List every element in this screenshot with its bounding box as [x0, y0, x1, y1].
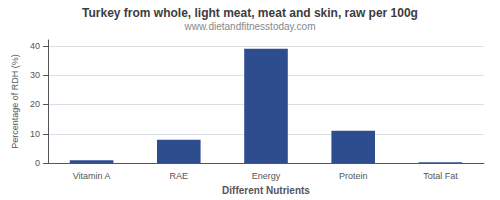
svg-text:20: 20 — [30, 99, 40, 109]
svg-text:Energy: Energy — [252, 171, 281, 181]
svg-text:www.dietandfitnesstoday.com: www.dietandfitnesstoday.com — [184, 21, 316, 32]
svg-text:10: 10 — [30, 129, 40, 139]
svg-text:Turkey from whole, light meat,: Turkey from whole, light meat, meat and … — [82, 6, 418, 20]
svg-text:30: 30 — [30, 70, 40, 80]
svg-text:Different Nutrients: Different Nutrients — [222, 185, 310, 196]
svg-text:Total Fat: Total Fat — [423, 171, 458, 181]
svg-text:40: 40 — [30, 41, 40, 51]
svg-text:Protein: Protein — [339, 171, 368, 181]
svg-text:Vitamin A: Vitamin A — [73, 171, 111, 181]
svg-text:RAE: RAE — [170, 171, 189, 181]
svg-text:Percentage of RDH (%): Percentage of RDH (%) — [10, 54, 20, 149]
svg-text:0: 0 — [35, 158, 40, 168]
